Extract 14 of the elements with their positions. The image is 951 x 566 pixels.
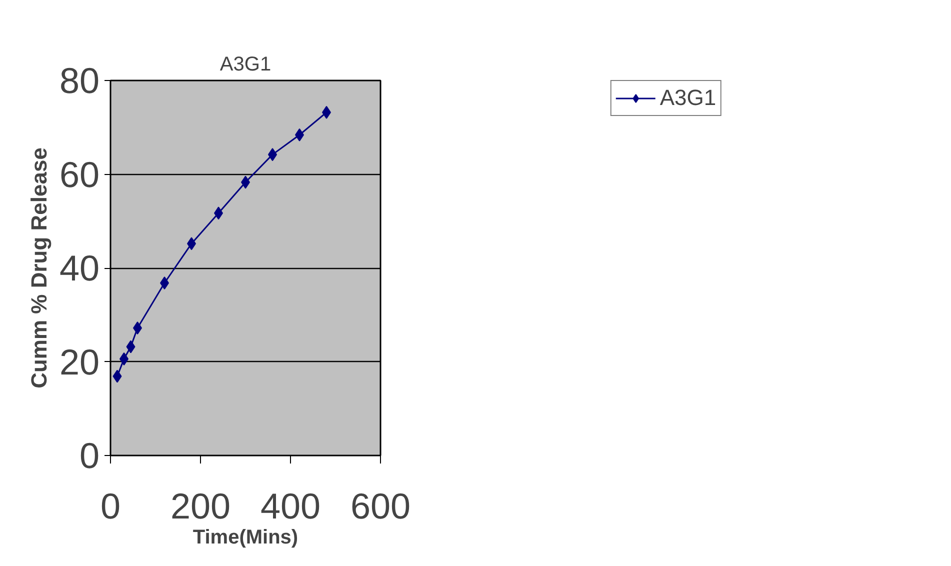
- y-tick-label: 40: [59, 248, 100, 288]
- y-tick-label: 0: [79, 435, 100, 476]
- y-tick-label: 80: [59, 60, 100, 101]
- chart-title: A3G1: [220, 54, 272, 76]
- x-tick-label: 200: [170, 486, 231, 526]
- y-tick-label: 60: [59, 154, 100, 195]
- x-tick-label: 400: [260, 486, 321, 526]
- point: [112, 370, 122, 383]
- legend-label: A3G1: [660, 85, 716, 111]
- x-axis-title: Time(Mins): [192, 526, 298, 548]
- x-tick-label: 600: [350, 486, 411, 526]
- point: [126, 340, 136, 354]
- y-tick-label: 20: [59, 341, 100, 382]
- y-axis-title: Cumm % Drug Release: [26, 148, 52, 388]
